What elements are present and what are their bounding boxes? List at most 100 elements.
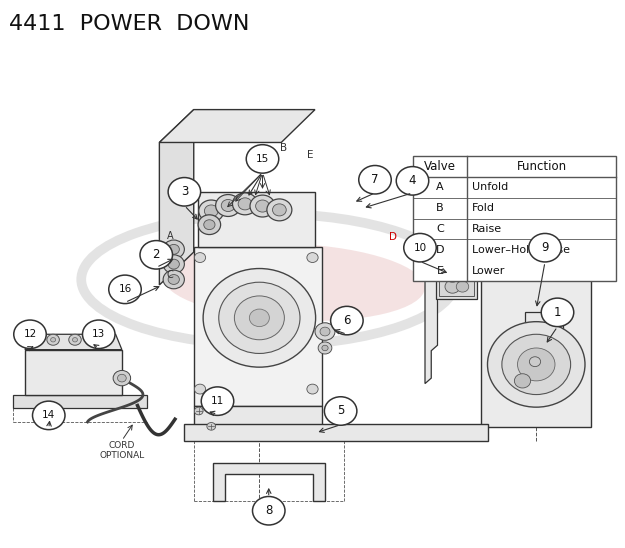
Text: 2: 2 [152, 248, 160, 261]
Circle shape [194, 253, 206, 262]
Circle shape [307, 384, 318, 394]
Circle shape [168, 275, 179, 284]
Circle shape [207, 423, 216, 430]
Circle shape [203, 269, 316, 367]
Text: 12: 12 [23, 329, 37, 339]
Circle shape [163, 270, 184, 289]
Text: Lower–Hold Raise: Lower–Hold Raise [472, 245, 571, 255]
Text: Unfold: Unfold [472, 182, 509, 192]
Circle shape [69, 334, 81, 345]
Text: C: C [167, 270, 173, 280]
Text: Function: Function [516, 160, 566, 173]
Circle shape [163, 240, 184, 259]
Circle shape [322, 345, 328, 351]
Text: B: B [436, 203, 444, 213]
Text: 16: 16 [118, 284, 132, 294]
Circle shape [194, 384, 206, 394]
Circle shape [32, 401, 65, 430]
Text: 8: 8 [265, 504, 272, 517]
Circle shape [488, 322, 585, 407]
Circle shape [118, 374, 126, 382]
Circle shape [518, 348, 555, 381]
Circle shape [267, 199, 292, 221]
Circle shape [331, 306, 363, 335]
Circle shape [82, 320, 115, 349]
Text: 15: 15 [256, 154, 269, 164]
Circle shape [324, 397, 357, 425]
Circle shape [194, 407, 203, 415]
Text: D: D [436, 245, 444, 255]
Bar [194, 247, 322, 406]
Text: 14: 14 [42, 410, 56, 420]
Text: 4411  POWER  DOWN: 4411 POWER DOWN [9, 14, 250, 33]
Text: D: D [389, 232, 396, 242]
Circle shape [359, 165, 391, 194]
Circle shape [445, 269, 460, 282]
Text: Raise: Raise [472, 224, 502, 234]
Text: 9: 9 [541, 241, 549, 254]
Bar [481, 269, 591, 427]
Circle shape [168, 259, 179, 269]
Polygon shape [425, 258, 438, 384]
Polygon shape [213, 463, 325, 501]
Text: 7: 7 [371, 173, 379, 186]
Circle shape [514, 374, 531, 388]
Circle shape [445, 280, 460, 293]
Bar [525, 312, 562, 367]
Circle shape [199, 200, 224, 222]
Circle shape [256, 200, 269, 212]
Text: CORD
OPTIONAL: CORD OPTIONAL [99, 441, 144, 460]
Circle shape [456, 281, 469, 292]
Bar [412, 156, 616, 281]
Text: Lower: Lower [472, 266, 506, 276]
Circle shape [529, 233, 561, 262]
Circle shape [168, 178, 201, 206]
Ellipse shape [162, 243, 425, 321]
Circle shape [14, 320, 46, 349]
Polygon shape [194, 406, 322, 425]
Text: E: E [436, 266, 443, 276]
Circle shape [204, 205, 218, 217]
Circle shape [250, 195, 275, 217]
Circle shape [541, 298, 574, 327]
Circle shape [234, 296, 284, 340]
Circle shape [221, 199, 235, 212]
Circle shape [204, 220, 215, 230]
Text: 11: 11 [211, 396, 224, 406]
Circle shape [404, 233, 436, 262]
Circle shape [51, 338, 56, 342]
Text: B: B [279, 143, 287, 153]
Text: INC.: INC. [276, 289, 299, 299]
Text: 10: 10 [414, 243, 426, 253]
Text: Fold: Fold [472, 203, 496, 213]
Text: 3: 3 [181, 185, 188, 198]
Text: 13: 13 [92, 329, 106, 339]
Circle shape [246, 145, 279, 173]
Circle shape [163, 255, 184, 273]
Circle shape [456, 270, 469, 281]
Bar [25, 350, 122, 395]
Text: A: A [167, 231, 173, 241]
Bar [184, 424, 488, 441]
Polygon shape [159, 110, 315, 142]
Circle shape [168, 244, 179, 254]
Circle shape [198, 215, 221, 235]
Text: A: A [436, 182, 444, 192]
Text: 5: 5 [337, 404, 344, 418]
Polygon shape [159, 110, 194, 285]
Circle shape [109, 275, 141, 304]
Polygon shape [25, 334, 122, 350]
Bar [436, 261, 477, 299]
Text: EQUIPMENT: EQUIPMENT [212, 254, 313, 270]
Text: C: C [436, 224, 444, 234]
Circle shape [219, 282, 300, 353]
Circle shape [396, 167, 429, 195]
Circle shape [94, 338, 99, 342]
Text: SPECIALISTS: SPECIALISTS [228, 272, 322, 285]
Text: Valve: Valve [424, 160, 456, 173]
Circle shape [272, 204, 286, 216]
Bar [198, 192, 315, 247]
Circle shape [72, 338, 78, 342]
Circle shape [253, 496, 285, 525]
Circle shape [318, 342, 332, 354]
